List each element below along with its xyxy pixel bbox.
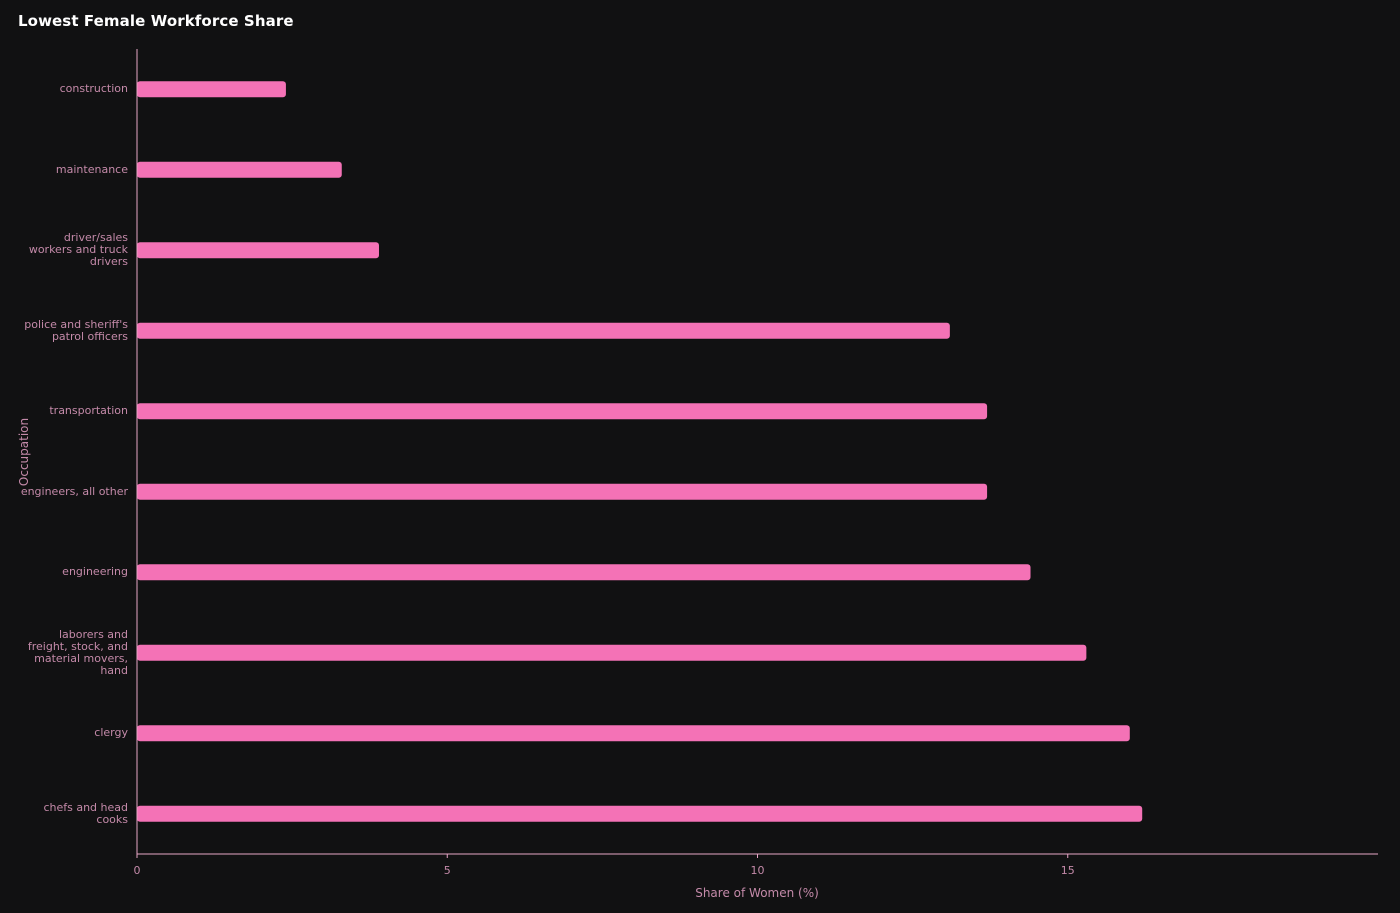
category-label: police and sheriff's patrol officers bbox=[24, 317, 128, 343]
x-tick-marks bbox=[136, 854, 1069, 858]
chart-title: Lowest Female Workforce Share bbox=[18, 12, 294, 30]
bar bbox=[137, 564, 1031, 581]
bar bbox=[137, 242, 379, 259]
x-tick-label: 15 bbox=[1060, 864, 1075, 877]
category-label: chefs and head cooks bbox=[43, 800, 128, 826]
bars-group bbox=[137, 81, 1143, 822]
bar bbox=[137, 403, 988, 420]
bar bbox=[137, 322, 950, 339]
category-label: construction bbox=[59, 82, 128, 96]
x-tick-label: 10 bbox=[750, 864, 765, 877]
bar bbox=[137, 805, 1143, 822]
category-label: driver/sales workers and truck drivers bbox=[28, 231, 128, 269]
bar bbox=[137, 161, 342, 178]
category-label: clergy bbox=[94, 726, 128, 740]
y-axis-title: Occupation bbox=[17, 417, 31, 487]
x-axis-title: Share of Women (%) bbox=[695, 886, 819, 900]
category-label: engineering bbox=[62, 565, 128, 579]
bar bbox=[137, 644, 1087, 661]
bar bbox=[137, 81, 286, 98]
category-label: laborers and freight, stock, and materia… bbox=[27, 627, 128, 677]
category-label: maintenance bbox=[55, 162, 128, 176]
category-label: engineers, all other bbox=[20, 484, 128, 498]
bar bbox=[137, 483, 988, 500]
x-tick-label: 5 bbox=[443, 864, 451, 877]
bar bbox=[137, 725, 1130, 742]
x-tick-label: 0 bbox=[133, 864, 141, 877]
category-label: transportation bbox=[49, 404, 128, 418]
